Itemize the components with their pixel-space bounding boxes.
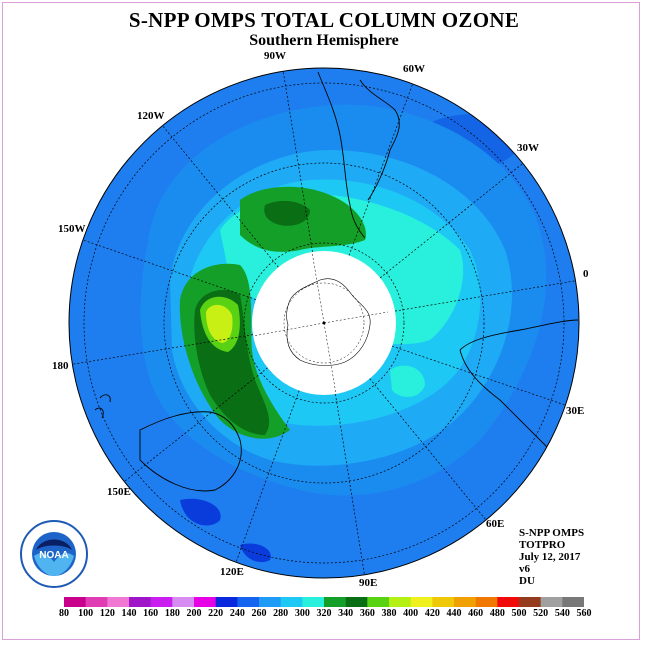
color-scale-labels: 80 100 120 140 160 180 200 220 240 260 280 300 320 34… [0,608,648,622]
lon-label-60w: 60W [403,63,425,75]
color-scale-tick: 540 [554,608,570,619]
color-scale-tick: 80 [59,608,69,619]
color-scale-tick: 160 [143,608,159,619]
lon-label-90w: 90W [264,50,286,62]
lon-label-120e: 120E [220,566,244,578]
color-scale-swatch [215,597,238,607]
color-scale-swatch [85,597,108,607]
color-scale-swatch [172,597,195,607]
coastline-antarctica [286,278,371,366]
color-scale-tick: 380 [381,608,397,619]
color-scale-swatch [280,597,303,607]
lon-label-60e: 60E [486,518,505,530]
lon-label-30w: 30W [517,142,539,154]
coastline-new-zealand [94,394,111,419]
color-scale-swatch [410,597,433,607]
color-scale-swatch [237,597,260,607]
color-scale-tick: 300 [294,608,310,619]
color-scale-swatch [64,597,86,607]
color-scale-tick: 320 [316,608,332,619]
color-scale-tick: 220 [208,608,224,619]
color-scale-swatch [540,597,563,607]
color-scale-swatch [475,597,498,607]
coastline-australia [139,411,242,492]
color-scale-swatch [129,597,151,607]
info-units: DU [519,575,535,587]
color-scale-tick: 340 [338,608,354,619]
ozone-region-400 [206,304,233,343]
color-scale-tick: 480 [489,608,505,619]
color-scale-tick: 520 [533,608,549,619]
coastline-south-america [317,71,366,239]
color-scale-swatch [389,597,411,607]
color-scale-swatch [324,597,346,607]
color-scale-tick: 500 [511,608,527,619]
coastline-africa [459,319,579,456]
color-scale-tick: 180 [164,608,180,619]
ozone-region-360b [264,200,310,226]
map-outline [68,67,580,579]
color-scale-swatch [259,597,281,607]
lon-label-180: 180 [52,360,69,372]
lon-label-90e: 90E [359,577,378,589]
lon-label-120w: 120W [137,110,165,122]
color-scale-tick: 420 [424,608,440,619]
noaa-logo: NOAA [20,520,88,588]
lon-label-150e: 150E [107,486,131,498]
color-scale-tick: 440 [446,608,462,619]
product-info: S-NPP OMPS TOTPRO July 12, 2017 v6 DU [519,527,584,587]
lon-label-0: 0 [583,268,589,280]
ozone-region-low-3 [240,543,271,563]
color-scale-tick: 200 [186,608,202,619]
color-scale-tick: 280 [273,608,289,619]
color-scale-swatch [194,597,216,607]
color-scale-swatch [519,597,541,607]
noaa-logo-text: NOAA [39,550,68,561]
color-scale-swatch [367,597,390,607]
color-scale-swatch [432,597,455,607]
info-version: v6 [519,563,530,575]
color-scale-swatch [107,597,130,607]
ozone-region-low-2 [180,498,221,526]
color-scale-tick: 400 [403,608,419,619]
map-title: S-NPP OMPS TOTAL COLUMN OZONE [128,8,520,32]
color-scale-tick: 240 [229,608,245,619]
color-scale-swatch [497,597,520,607]
coastline-south-america-east [359,79,400,201]
figure-frame [2,2,640,640]
color-scale-tick: 140 [121,608,137,619]
color-scale-swatch [345,597,368,607]
color-scale-tick: 100 [78,608,94,619]
color-scale-tick: 360 [359,608,375,619]
color-scale-tick: 260 [251,608,267,619]
color-scale-swatch [454,597,476,607]
color-scale-bar [64,597,584,607]
ozone-region-320b [390,365,425,397]
info-product: TOTPRO [519,539,566,551]
map-subtitle: Southern Hemisphere [249,32,399,49]
color-scale-swatch [150,597,173,607]
color-scale-swatch [562,597,584,607]
info-instrument: S-NPP OMPS [519,527,585,539]
color-scale-swatch [302,597,325,607]
lon-label-30e: 30E [566,405,585,417]
color-scale-tick: 560 [576,608,592,619]
color-scale-tick: 120 [99,608,115,619]
info-date: July 12, 2017 [519,551,581,563]
color-scale-tick: 460 [468,608,484,619]
lon-label-150w: 150W [58,223,86,235]
